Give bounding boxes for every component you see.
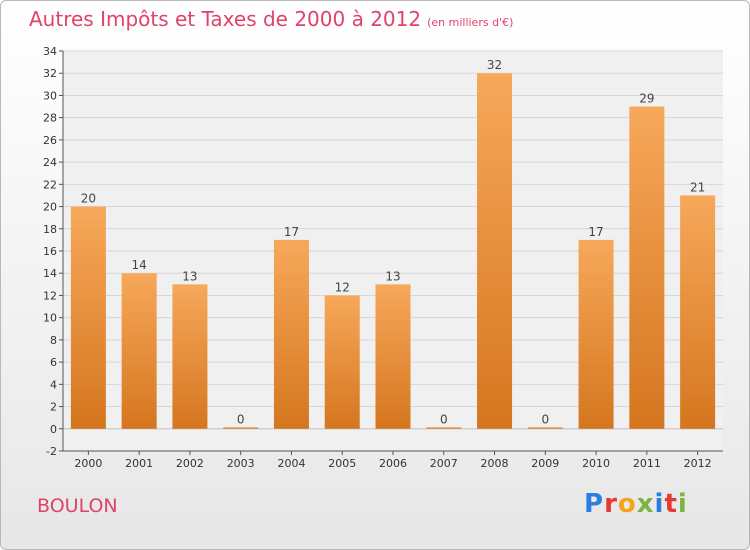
x-tick-label-2000: 2000: [74, 457, 102, 470]
bar-2003: [223, 427, 259, 429]
x-tick-label-2004: 2004: [277, 457, 305, 470]
logo-letter: o: [617, 489, 637, 519]
bar-2001: [121, 273, 157, 429]
x-tick-label-2008: 2008: [481, 457, 509, 470]
y-tick-label: 18: [43, 223, 57, 236]
data-label-2005: 12: [335, 280, 350, 294]
chart-title: Autres Impôts et Taxes de 2000 à 2012 (en…: [29, 7, 513, 31]
bar-2000: [70, 206, 106, 429]
bar-2005: [324, 295, 360, 429]
y-tick-label: 34: [43, 45, 57, 58]
bar-2002: [172, 284, 208, 429]
data-label-2007: 0: [440, 412, 448, 426]
data-label-2004: 17: [284, 225, 299, 239]
y-tick-label: 16: [43, 245, 57, 258]
chart-title-text: Autres Impôts et Taxes de 2000 à 2012: [29, 7, 422, 31]
bar-2012: [680, 195, 716, 429]
y-tick-label: 6: [50, 356, 57, 369]
bar-2008: [477, 73, 513, 429]
x-tick-label-2006: 2006: [379, 457, 407, 470]
logo-letter: r: [604, 489, 618, 519]
data-label-2006: 13: [385, 269, 400, 283]
x-tick-label-2002: 2002: [176, 457, 204, 470]
bar-2004: [273, 239, 309, 429]
bar-2006: [375, 284, 411, 429]
y-tick-label: 8: [50, 334, 57, 347]
x-tick-label-2007: 2007: [430, 457, 458, 470]
y-tick-label: 28: [43, 112, 57, 125]
x-tick-label-2010: 2010: [582, 457, 610, 470]
bars: [70, 73, 716, 429]
x-tick-label-2001: 2001: [125, 457, 153, 470]
x-tick-label-2012: 2012: [684, 457, 712, 470]
y-tick-label: 22: [43, 178, 57, 191]
y-tick-label: 0: [50, 423, 57, 436]
data-label-2012: 21: [690, 180, 705, 194]
x-tick-label-2003: 2003: [227, 457, 255, 470]
data-label-2009: 0: [541, 412, 549, 426]
bar-2011: [629, 106, 665, 429]
y-tick-label: 12: [43, 289, 57, 302]
y-tick-label: -2: [46, 445, 57, 458]
x-tick-label-2009: 2009: [531, 457, 559, 470]
y-tick-label: 32: [43, 67, 57, 80]
bar-2010: [578, 239, 614, 429]
y-tick-label: 30: [43, 89, 57, 102]
logo-letter: t: [664, 489, 678, 519]
y-tick-label: 26: [43, 134, 57, 147]
labels: 20 14 13 0 17 12 13 0 32 0 17 29 21: [81, 58, 706, 426]
proxiti-logo: Proxiti: [584, 489, 688, 519]
data-label-2008: 32: [487, 58, 502, 72]
y-tick-label: 14: [43, 267, 57, 280]
data-label-2011: 29: [639, 92, 654, 106]
bar-2007: [426, 427, 462, 429]
data-label-2002: 13: [182, 269, 197, 283]
x-tick-label-2005: 2005: [328, 457, 356, 470]
y-tick-label: 24: [43, 156, 57, 169]
logo-letter: i: [654, 489, 665, 519]
logo-letter: x: [636, 489, 655, 519]
chart-unit: (en milliers d'€): [427, 16, 514, 29]
logo-letter: i: [677, 489, 688, 519]
data-label-2000: 20: [81, 192, 96, 206]
x-tick-label-2011: 2011: [633, 457, 661, 470]
data-label-2001: 14: [132, 258, 147, 272]
logo-letter: P: [584, 489, 605, 519]
y-tick-label: 20: [43, 201, 57, 214]
y-tick-label: 2: [50, 401, 57, 414]
data-label-2010: 17: [588, 225, 603, 239]
commune-name: BOULON: [37, 495, 118, 517]
y-tick-label: 4: [50, 378, 57, 391]
bar-2009: [527, 427, 563, 429]
data-label-2003: 0: [237, 412, 245, 426]
y-tick-label: 10: [43, 312, 57, 325]
